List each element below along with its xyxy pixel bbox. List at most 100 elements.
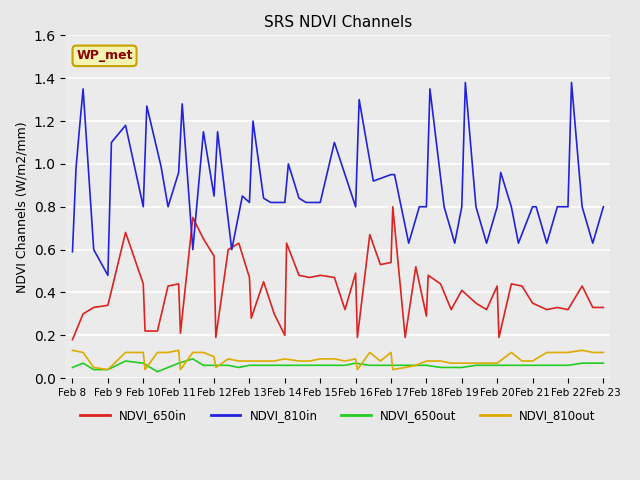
NDVI_650in xyxy=(175,281,182,287)
NDVI_810out xyxy=(212,365,220,371)
NDVI_810out xyxy=(493,360,501,366)
NDVI_650out xyxy=(225,362,232,368)
NDVI_650out xyxy=(554,362,561,368)
NDVI_810out xyxy=(422,358,430,364)
Legend: NDVI_650in, NDVI_810in, NDVI_650out, NDVI_810out: NDVI_650in, NDVI_810in, NDVI_650out, NDV… xyxy=(76,405,600,427)
NDVI_810out xyxy=(376,358,384,364)
NDVI_810out xyxy=(472,360,480,366)
NDVI_650out xyxy=(154,369,161,374)
Line: NDVI_810in: NDVI_810in xyxy=(72,83,604,276)
NDVI_650out xyxy=(518,362,526,368)
NDVI_650in xyxy=(424,273,432,278)
NDVI_650out xyxy=(579,360,586,366)
NDVI_810out xyxy=(401,365,409,371)
NDVI_650in xyxy=(270,311,278,317)
NDVI_810out xyxy=(104,367,112,372)
NDVI_650out xyxy=(140,360,147,366)
NDVI_650out xyxy=(412,362,420,368)
NDVI_650out xyxy=(589,360,596,366)
NDVI_650out xyxy=(366,362,374,368)
NDVI_650out xyxy=(306,362,314,368)
NDVI_810in xyxy=(415,204,423,210)
NDVI_650out xyxy=(260,362,268,368)
NDVI_650out xyxy=(200,362,207,368)
NDVI_810out xyxy=(600,349,607,355)
NDVI_650out xyxy=(458,365,466,371)
NDVI_810out xyxy=(154,349,161,355)
NDVI_810out xyxy=(366,349,374,355)
NDVI_810out xyxy=(122,349,129,355)
NDVI_650out xyxy=(79,360,87,366)
NDVI_650out xyxy=(104,367,112,372)
NDVI_810out xyxy=(141,367,149,372)
NDVI_810out xyxy=(140,349,147,355)
NDVI_650out xyxy=(316,362,324,368)
NDVI_810out xyxy=(306,358,314,364)
NDVI_650in xyxy=(387,260,395,265)
NDVI_650out xyxy=(246,362,253,368)
NDVI_650out xyxy=(330,362,338,368)
NDVI_810out xyxy=(352,356,360,362)
NDVI_650out xyxy=(483,362,490,368)
NDVI_810out xyxy=(436,358,444,364)
NDVI_810in xyxy=(68,249,76,254)
NDVI_810out xyxy=(316,356,324,362)
NDVI_810in xyxy=(461,80,469,85)
NDVI_810out xyxy=(554,349,561,355)
NDVI_650out xyxy=(401,362,409,368)
NDVI_810out xyxy=(210,354,218,360)
NDVI_810out xyxy=(389,367,397,372)
NDVI_810out xyxy=(246,358,253,364)
NDVI_810in xyxy=(600,204,607,210)
NDVI_810out xyxy=(543,349,550,355)
NDVI_650out xyxy=(436,365,444,371)
NDVI_810out xyxy=(225,356,232,362)
NDVI_810in xyxy=(249,118,257,124)
NDVI_810out xyxy=(353,367,361,372)
NDVI_810out xyxy=(564,349,572,355)
NDVI_810in xyxy=(164,204,172,210)
NDVI_650out xyxy=(387,362,395,368)
NDVI_810out xyxy=(90,365,97,371)
NDVI_650out xyxy=(175,360,182,366)
NDVI_810out xyxy=(447,360,455,366)
NDVI_810out xyxy=(508,349,515,355)
NDVI_650out xyxy=(341,362,349,368)
NDVI_810out xyxy=(579,348,586,353)
NDVI_650out xyxy=(281,362,289,368)
NDVI_810out xyxy=(189,349,196,355)
NDVI_810out xyxy=(281,356,289,362)
NDVI_810in xyxy=(104,273,112,278)
NDVI_650out xyxy=(447,365,455,371)
NDVI_650in xyxy=(600,305,607,311)
NDVI_810out xyxy=(341,358,349,364)
NDVI_810out xyxy=(260,358,268,364)
NDVI_810out xyxy=(270,358,278,364)
NDVI_650out xyxy=(90,367,97,372)
NDVI_810out xyxy=(387,349,395,355)
NDVI_650out xyxy=(164,365,172,371)
NDVI_650out xyxy=(122,358,129,364)
Text: WP_met: WP_met xyxy=(76,49,133,62)
NDVI_810out xyxy=(164,349,172,355)
NDVI_810out xyxy=(79,349,87,355)
Title: SRS NDVI Channels: SRS NDVI Channels xyxy=(264,15,412,30)
NDVI_650out xyxy=(352,360,360,366)
NDVI_810out xyxy=(200,349,207,355)
NDVI_650in xyxy=(353,335,361,340)
NDVI_650out xyxy=(508,362,515,368)
NDVI_810out xyxy=(235,358,243,364)
NDVI_650out xyxy=(422,362,430,368)
NDVI_810out xyxy=(529,358,536,364)
NDVI_650out xyxy=(564,362,572,368)
NDVI_650out xyxy=(376,362,384,368)
NDVI_810out xyxy=(175,348,182,353)
NDVI_650in xyxy=(389,204,397,210)
NDVI_650out xyxy=(543,362,550,368)
NDVI_650out xyxy=(189,356,196,362)
NDVI_810out xyxy=(518,358,526,364)
NDVI_650out xyxy=(235,365,243,371)
NDVI_810out xyxy=(483,360,490,366)
NDVI_650out xyxy=(493,362,501,368)
NDVI_650out xyxy=(68,365,76,371)
